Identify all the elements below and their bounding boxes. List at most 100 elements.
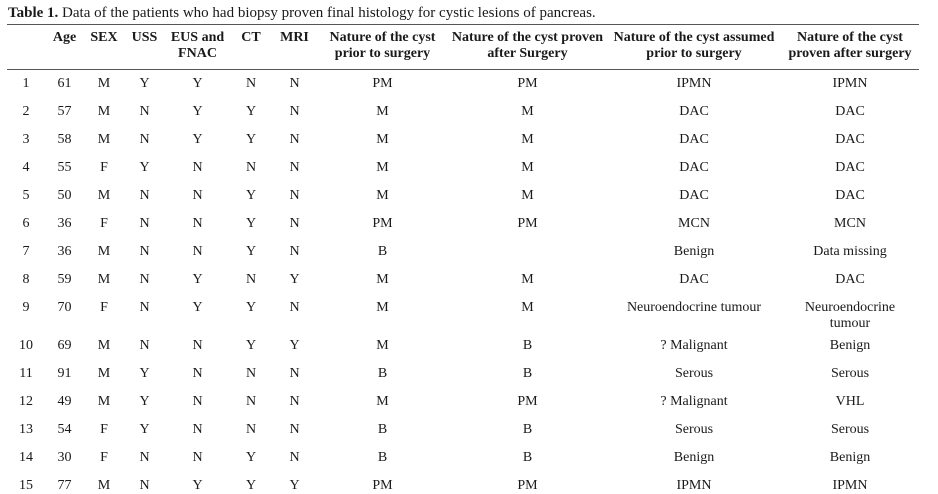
table-row: 1 61 M Y Y N N PM PM IPMN IPMN bbox=[7, 70, 919, 98]
table-cell: Y bbox=[192, 76, 203, 91]
table-cell: B bbox=[522, 365, 533, 381]
column-header: MRI bbox=[280, 30, 309, 45]
table-cell: DAC bbox=[679, 187, 709, 203]
table-cell: Y bbox=[245, 243, 257, 259]
table-cell: ? Malignant bbox=[660, 393, 728, 409]
table-cell: F bbox=[100, 159, 108, 175]
table-cell: Y bbox=[245, 103, 257, 119]
row-number-cell: 7 bbox=[22, 243, 30, 259]
table-cell: Y bbox=[192, 477, 203, 493]
table-row: 11 91 M Y N N N B B Serous Serous bbox=[7, 360, 919, 388]
column-header: CT bbox=[241, 30, 261, 45]
table-caption: Table 1. Data of the patients who had bi… bbox=[7, 3, 938, 24]
table-cell: N bbox=[192, 337, 203, 353]
column-header: Age bbox=[52, 30, 77, 45]
table-cell: DAC bbox=[835, 159, 865, 175]
table-cell: N bbox=[139, 477, 150, 493]
table-cell: 69 bbox=[57, 337, 72, 353]
row-number-cell: 9 bbox=[22, 299, 30, 315]
table-cell: Y bbox=[245, 187, 257, 203]
row-number-cell: 3 bbox=[22, 131, 30, 147]
table-cell: DAC bbox=[679, 103, 709, 119]
table-row: 4 55 F Y N N N M M DAC DAC bbox=[7, 154, 919, 182]
table-cell: B bbox=[522, 449, 533, 465]
table-cell: N bbox=[192, 421, 203, 437]
table-row: 2 57 M N Y Y N M M DAC DAC bbox=[7, 98, 919, 126]
table-cell: Y bbox=[289, 271, 300, 287]
table-cell: Benign bbox=[829, 337, 871, 353]
table-row: 5 50 M N N Y N M M DAC DAC bbox=[7, 182, 919, 210]
table-cell: Y bbox=[139, 76, 150, 91]
table-cell: MCN bbox=[834, 215, 866, 231]
table-cell: Data missing bbox=[813, 243, 887, 259]
table-cell: Serous bbox=[830, 365, 870, 381]
table-cell: 58 bbox=[57, 131, 72, 147]
table-cell: B bbox=[377, 243, 388, 259]
table-cell: N bbox=[245, 365, 257, 381]
table-row: 10 69 M N N Y Y M B ? Malignant Benign bbox=[7, 332, 919, 360]
table-cell: 91 bbox=[57, 365, 72, 381]
row-number-header bbox=[7, 25, 45, 70]
table-cell: N bbox=[289, 103, 300, 119]
table-body: 1 61 M Y Y N N PM PM IPMN IPMN 2 57 M N Y Y N M M DAC DAC 3 58 M… bbox=[7, 70, 919, 494]
table-cell: IPMN bbox=[832, 76, 868, 91]
table-cell: M bbox=[521, 187, 534, 203]
table-cell: 61 bbox=[57, 76, 72, 91]
column-header: SEX bbox=[90, 30, 118, 45]
table-cell: B bbox=[377, 421, 388, 437]
row-number-cell: 1 bbox=[22, 76, 30, 91]
column-header: USS bbox=[131, 30, 158, 45]
table-cell: PM bbox=[517, 76, 538, 91]
table-cell: 57 bbox=[57, 103, 72, 119]
table-cell: Y bbox=[139, 365, 150, 381]
table-cell: Y bbox=[139, 159, 150, 175]
table-cell: Y bbox=[192, 299, 203, 315]
table-cell: F bbox=[100, 421, 108, 437]
row-number-cell: 13 bbox=[19, 421, 33, 437]
column-header: Nature of the cyst proven after surgery bbox=[788, 30, 912, 61]
table-cell: B bbox=[377, 365, 388, 381]
table-cell: M bbox=[376, 159, 389, 175]
table-cell: N bbox=[139, 187, 150, 203]
table-cell: 49 bbox=[57, 393, 72, 409]
table-cell: Benign bbox=[673, 243, 715, 259]
table-cell: IPMN bbox=[832, 477, 868, 493]
row-number-cell: 8 bbox=[22, 271, 30, 287]
table-cell: N bbox=[245, 393, 257, 409]
table-cell: N bbox=[139, 299, 150, 315]
table-cell: N bbox=[289, 449, 300, 465]
table-cell: N bbox=[289, 299, 300, 315]
column-header: Nature of the cyst prior to surgery bbox=[329, 30, 436, 61]
table-cell: N bbox=[245, 271, 257, 287]
table-cell: N bbox=[139, 215, 150, 231]
table-cell: M bbox=[376, 299, 389, 315]
row-number-cell: 5 bbox=[22, 187, 30, 203]
row-number-cell: 15 bbox=[19, 477, 33, 493]
table-cell: M bbox=[97, 477, 111, 493]
table-cell: DAC bbox=[679, 159, 709, 175]
table-cell: DAC bbox=[835, 103, 865, 119]
table-cell: B bbox=[522, 421, 533, 437]
column-header: Nature of the cyst assumed prior to surg… bbox=[613, 30, 775, 61]
table-cell: 54 bbox=[57, 421, 72, 437]
table-row: 3 58 M N Y Y N M M DAC DAC bbox=[7, 126, 919, 154]
table-cell: Neuroendocrine tumour bbox=[804, 299, 896, 331]
table-row: 6 36 F N N Y N PM PM MCN MCN bbox=[7, 210, 919, 238]
header-row: Age SEX USS EUS and FNAC CT MRI Nature of the … bbox=[7, 25, 919, 70]
table-cell: Y bbox=[245, 131, 257, 147]
table-cell: PM bbox=[517, 215, 538, 231]
table-cell: Y bbox=[245, 477, 257, 493]
table-cell: N bbox=[289, 215, 300, 231]
row-number-cell: 6 bbox=[22, 215, 30, 231]
table-cell: M bbox=[97, 131, 111, 147]
table-cell: M bbox=[97, 365, 111, 381]
table-cell: N bbox=[139, 449, 150, 465]
row-number-cell: 2 bbox=[22, 103, 30, 119]
table-cell: VHL bbox=[835, 393, 865, 409]
table-cell: Benign bbox=[673, 449, 715, 465]
table-cell: Y bbox=[245, 299, 257, 315]
table-cell: N bbox=[139, 103, 150, 119]
table-cell: MCN bbox=[678, 215, 710, 231]
table-cell: Y bbox=[245, 215, 257, 231]
table-cell: DAC bbox=[835, 187, 865, 203]
